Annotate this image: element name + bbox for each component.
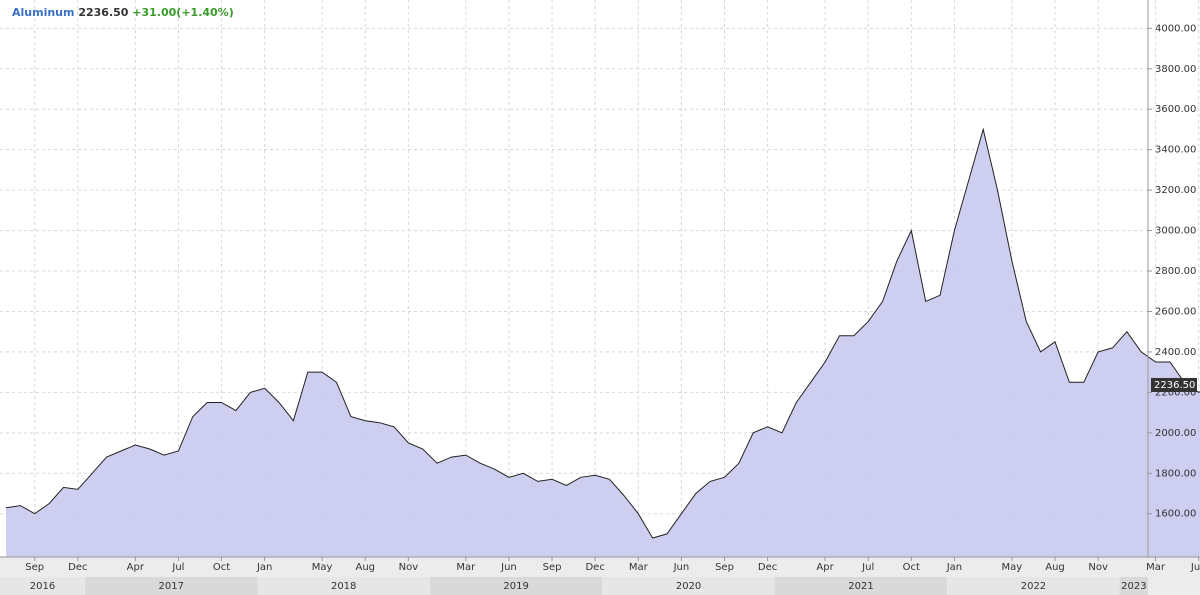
x-tick-label: Aug [1045, 562, 1065, 573]
y-tick-label: 3200.00 [1155, 185, 1196, 196]
x-tick-label: Apr [816, 562, 834, 573]
year-band [947, 577, 1120, 595]
x-tick-label: Mar [629, 562, 649, 573]
x-tick-label: Jan [946, 562, 962, 573]
year-label: 2019 [503, 581, 528, 592]
x-tick-label: Jun [500, 562, 517, 573]
x-tick-label: Mar [456, 562, 476, 573]
y-tick-label: 2000.00 [1155, 428, 1196, 439]
year-band [429, 577, 603, 595]
x-tick-label: Jul [861, 562, 874, 573]
y-tick-label: 3800.00 [1155, 64, 1196, 75]
x-tick-label: Jun [1190, 562, 1200, 573]
x-tick-label: Apr [127, 562, 145, 573]
x-tick-label: Sep [715, 562, 734, 573]
x-tick-label: Nov [1088, 562, 1108, 573]
year-label: 2018 [331, 581, 356, 592]
x-tick-label: Jul [171, 562, 184, 573]
y-tick-label: 2200.00 [1155, 387, 1196, 398]
y-tick-label: 3400.00 [1155, 145, 1196, 156]
year-band [85, 577, 258, 595]
x-tick-label: Aug [355, 562, 375, 573]
line [5, 127, 1200, 539]
y-tick-label: 3600.00 [1155, 104, 1196, 115]
year-band [0, 577, 86, 595]
year-band [774, 577, 948, 595]
last-price-box [1151, 377, 1197, 392]
y-tick-label: 2400.00 [1155, 347, 1196, 358]
y-tick-label: 2600.00 [1155, 306, 1196, 317]
y-tick-label: 1800.00 [1155, 468, 1196, 479]
x-tick-label: Oct [903, 562, 920, 573]
x-tick-label: May [312, 562, 333, 573]
last-price-label: 2236.50 [1154, 380, 1195, 391]
x-tick-label: Sep [543, 562, 562, 573]
y-tick-label: 1600.00 [1155, 509, 1196, 520]
x-tick-label: May [1002, 562, 1023, 573]
y-tick-label: 4000.00 [1155, 23, 1196, 34]
year-label: 2017 [159, 581, 184, 592]
y-tick-label: 3000.00 [1155, 226, 1196, 237]
year-band [257, 577, 430, 595]
year-label: 2016 [30, 581, 55, 592]
area [6, 129, 1200, 557]
chart-title: Aluminum 2236.50 +31.00(+1.40%) [12, 6, 234, 19]
x-tick-label: Dec [585, 562, 604, 573]
x-tick-label: Sep [25, 562, 44, 573]
year-band [602, 577, 775, 595]
year-label: 2020 [676, 581, 701, 592]
year-label: 2022 [1021, 581, 1046, 592]
x-tick-label: Jan [256, 562, 272, 573]
y-tick-label: 2800.00 [1155, 266, 1196, 277]
year-label: 2021 [848, 581, 873, 592]
x-tick-label: Mar [1146, 562, 1166, 573]
title: Aluminum [12, 6, 74, 19]
last-price: 2236.50 [78, 6, 128, 19]
year-label: 2023 [1121, 581, 1146, 592]
change: +31.00(+1.40%) [132, 6, 233, 19]
year-band [1119, 577, 1148, 595]
x-tick-label: Oct [213, 562, 230, 573]
x-tick-label: Dec [758, 562, 777, 573]
x-tick-label: Nov [399, 562, 419, 573]
x-tick-label: Dec [68, 562, 87, 573]
x-tick-label: Jun [673, 562, 690, 573]
